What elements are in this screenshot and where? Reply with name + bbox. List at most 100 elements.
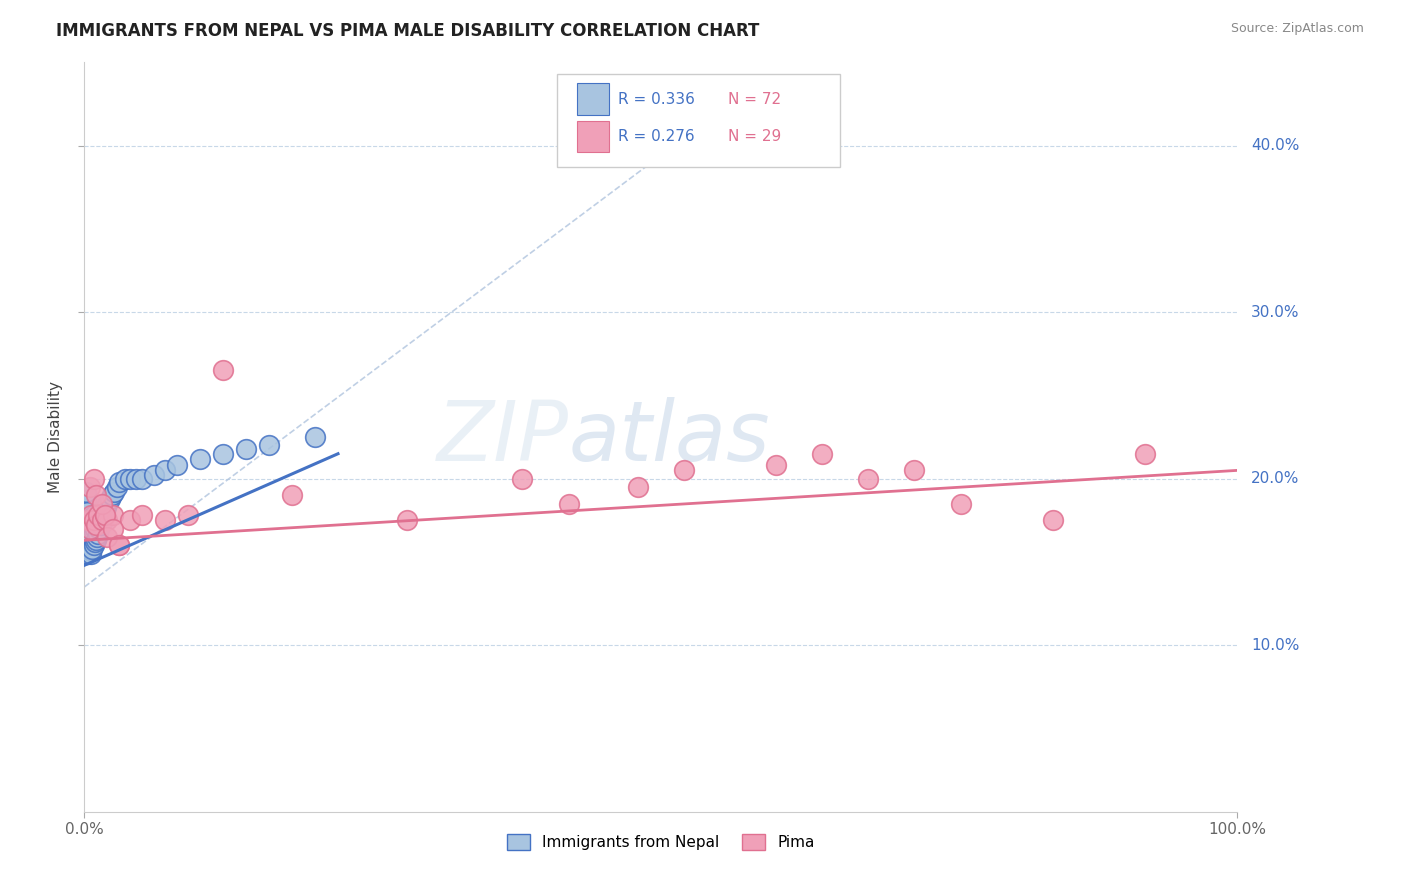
Point — [76, 513, 98, 527]
Point — [75, 516, 97, 531]
Point — [79, 513, 101, 527]
Text: 30.0%: 30.0% — [1251, 305, 1299, 319]
Point — [79, 535, 101, 549]
Point — [80, 535, 103, 549]
Point — [76, 538, 98, 552]
Point — [75, 533, 97, 548]
Point — [76, 505, 98, 519]
Point — [557, 497, 579, 511]
Point — [108, 538, 131, 552]
Point — [83, 524, 105, 539]
Point — [83, 522, 105, 536]
Point — [94, 505, 117, 519]
Point — [90, 515, 112, 529]
FancyBboxPatch shape — [557, 74, 839, 168]
Point — [131, 472, 153, 486]
Point — [87, 511, 110, 525]
Point — [77, 541, 100, 556]
Point — [142, 468, 165, 483]
Point — [672, 463, 695, 477]
Point — [304, 430, 326, 444]
Point — [76, 513, 98, 527]
Point — [949, 497, 972, 511]
Point — [76, 547, 98, 561]
Point — [257, 438, 280, 452]
Point — [76, 522, 98, 536]
Text: atlas: atlas — [568, 397, 770, 477]
Point — [77, 533, 100, 548]
Point — [75, 522, 97, 536]
Point — [101, 488, 124, 502]
Point — [114, 472, 136, 486]
Point — [84, 488, 107, 502]
Text: IMMIGRANTS FROM NEPAL VS PIMA MALE DISABILITY CORRELATION CHART: IMMIGRANTS FROM NEPAL VS PIMA MALE DISAB… — [56, 22, 759, 40]
Point — [76, 513, 98, 527]
Point — [96, 530, 118, 544]
Point — [211, 363, 233, 377]
Y-axis label: Male Disability: Male Disability — [48, 381, 63, 493]
Point — [80, 522, 103, 536]
Point — [94, 508, 117, 523]
Point — [1042, 513, 1064, 527]
Point — [153, 463, 176, 477]
Text: Source: ZipAtlas.com: Source: ZipAtlas.com — [1230, 22, 1364, 36]
Point — [80, 508, 103, 523]
Point — [79, 543, 101, 558]
Text: N = 72: N = 72 — [728, 92, 780, 107]
Point — [91, 511, 114, 525]
Point — [96, 513, 118, 527]
Point — [131, 508, 153, 523]
Point — [90, 497, 112, 511]
Point — [120, 472, 142, 486]
Point — [83, 513, 105, 527]
Point — [103, 522, 124, 536]
Text: R = 0.276: R = 0.276 — [619, 129, 695, 145]
Point — [96, 500, 118, 514]
Point — [84, 518, 107, 533]
Point — [83, 538, 105, 552]
Point — [166, 458, 188, 473]
Point — [396, 513, 419, 527]
Bar — [576, 121, 609, 153]
Point — [77, 522, 100, 536]
Point — [765, 458, 787, 473]
Point — [80, 547, 103, 561]
Point — [76, 533, 98, 548]
Point — [903, 463, 925, 477]
Point — [75, 547, 97, 561]
Point — [188, 451, 211, 466]
Point — [108, 538, 131, 552]
Point — [811, 447, 834, 461]
Text: ZIP: ZIP — [437, 397, 568, 477]
Point — [87, 526, 110, 541]
Point — [75, 485, 97, 500]
Point — [89, 518, 111, 533]
Point — [82, 541, 104, 556]
Point — [94, 508, 117, 523]
Point — [108, 475, 131, 489]
Point — [93, 508, 115, 523]
Point — [79, 524, 101, 539]
Point — [87, 508, 110, 523]
Point — [98, 491, 121, 506]
Point — [83, 472, 105, 486]
Point — [79, 480, 101, 494]
Point — [858, 472, 880, 486]
Point — [86, 515, 108, 529]
Point — [83, 535, 105, 549]
Point — [75, 508, 97, 523]
Point — [82, 513, 104, 527]
Point — [82, 530, 104, 544]
Point — [627, 480, 650, 494]
Text: 10.0%: 10.0% — [1251, 638, 1299, 653]
Point — [512, 472, 534, 486]
Point — [177, 508, 200, 523]
Point — [1133, 447, 1156, 461]
Point — [76, 522, 98, 536]
Point — [84, 533, 107, 548]
Point — [75, 526, 97, 541]
Point — [89, 522, 111, 536]
Text: R = 0.336: R = 0.336 — [619, 92, 695, 107]
Point — [75, 501, 97, 516]
Point — [125, 472, 148, 486]
